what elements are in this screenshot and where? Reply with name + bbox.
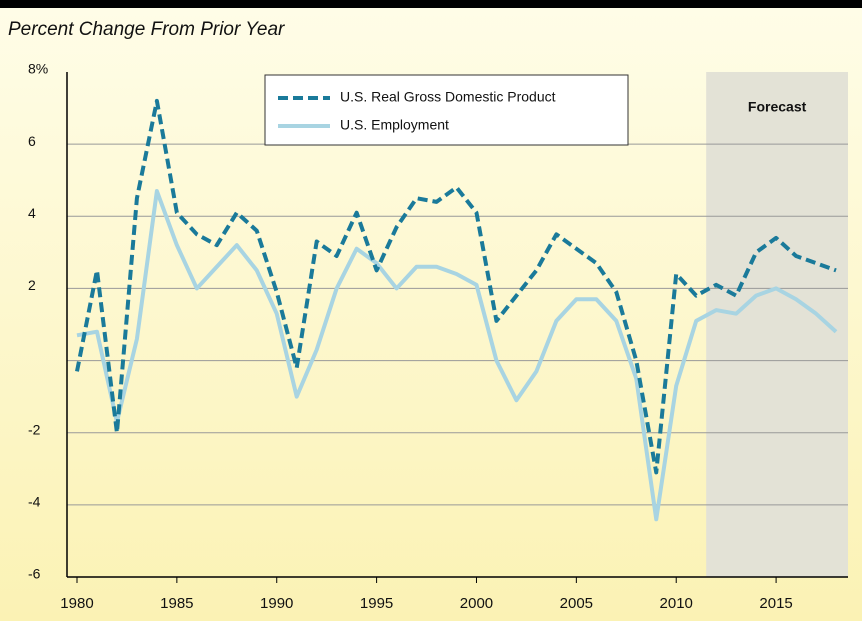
x-tick-label: 2015	[759, 595, 792, 612]
x-tick-label: 1985	[160, 595, 193, 612]
series-line	[76, 189, 838, 522]
x-tick-label: 2010	[660, 595, 693, 612]
x-tick-label: 2005	[560, 595, 593, 612]
legend-label: U.S. Employment	[340, 117, 449, 133]
legend	[264, 74, 629, 146]
x-tick-label: 1980	[60, 595, 93, 612]
legend-label: U.S. Real Gross Domestic Product	[340, 89, 556, 105]
series-line	[75, 98, 837, 475]
y-tick-label: 2	[28, 277, 36, 293]
top-bar	[0, 0, 862, 8]
x-tick-label: 1990	[260, 595, 293, 612]
forecast-label: Forecast	[748, 99, 807, 115]
y-tick-label: -2	[28, 421, 41, 437]
y-tick-label: -4	[28, 494, 41, 510]
x-tick-label: 1995	[360, 595, 393, 612]
y-tick-label: -6	[28, 566, 41, 582]
chart-title: Percent Change From Prior Year	[8, 19, 285, 40]
x-tick-label: 2000	[460, 595, 493, 612]
y-tick-label: 8%	[28, 61, 48, 77]
forecast-region	[706, 72, 848, 577]
y-tick-label: 6	[28, 133, 36, 149]
y-tick-label: 4	[28, 205, 36, 221]
